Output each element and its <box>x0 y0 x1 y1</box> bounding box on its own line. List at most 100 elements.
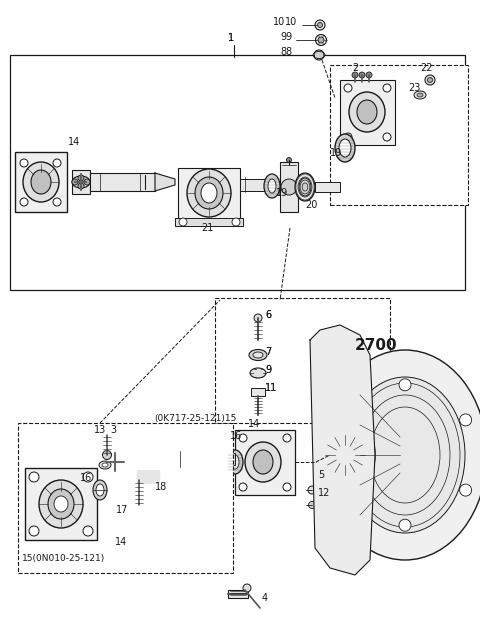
Bar <box>72 170 90 194</box>
Text: 13: 13 <box>94 425 106 435</box>
Circle shape <box>308 486 316 494</box>
Text: 14: 14 <box>115 537 127 547</box>
Ellipse shape <box>99 461 111 469</box>
Text: 9: 9 <box>285 32 291 42</box>
Bar <box>18 423 233 573</box>
Bar <box>10 55 465 290</box>
Text: 9: 9 <box>265 365 271 375</box>
Bar <box>178 168 240 223</box>
Ellipse shape <box>345 377 465 533</box>
Text: 2700: 2700 <box>355 337 397 353</box>
Ellipse shape <box>231 455 239 469</box>
Bar <box>125 443 173 453</box>
Bar <box>15 152 67 212</box>
Circle shape <box>105 459 111 465</box>
Text: 1: 1 <box>228 33 234 43</box>
Text: (0K717-25-121)15: (0K717-25-121)15 <box>154 413 236 422</box>
Text: 11: 11 <box>265 383 277 393</box>
Bar <box>170 453 235 465</box>
Bar <box>240 179 270 191</box>
Circle shape <box>119 459 125 465</box>
Circle shape <box>383 84 391 92</box>
Ellipse shape <box>299 178 311 196</box>
Text: 8: 8 <box>280 47 286 57</box>
Circle shape <box>103 450 111 459</box>
Text: 6: 6 <box>265 310 271 320</box>
Circle shape <box>239 434 247 442</box>
Ellipse shape <box>54 496 68 512</box>
Circle shape <box>309 502 315 509</box>
Text: 19: 19 <box>276 188 288 198</box>
Bar <box>215 298 390 423</box>
Circle shape <box>359 72 365 78</box>
Circle shape <box>428 77 432 82</box>
Circle shape <box>72 179 78 185</box>
Circle shape <box>287 157 291 162</box>
Text: 7: 7 <box>265 347 271 357</box>
Bar <box>280 162 298 212</box>
Circle shape <box>425 75 435 85</box>
Bar <box>235 430 295 495</box>
Text: 2: 2 <box>352 63 358 73</box>
Text: 6: 6 <box>265 310 271 320</box>
Circle shape <box>239 483 247 491</box>
Ellipse shape <box>96 484 104 496</box>
Ellipse shape <box>48 489 74 519</box>
Polygon shape <box>310 325 375 575</box>
Circle shape <box>399 379 411 391</box>
Bar <box>90 173 155 191</box>
Text: 21: 21 <box>201 223 214 233</box>
Ellipse shape <box>414 91 426 99</box>
Circle shape <box>78 183 84 189</box>
Circle shape <box>318 37 324 43</box>
Ellipse shape <box>227 450 243 474</box>
Ellipse shape <box>141 452 157 472</box>
Ellipse shape <box>417 93 423 97</box>
Circle shape <box>111 452 119 459</box>
Circle shape <box>283 434 291 442</box>
Circle shape <box>314 50 324 60</box>
Text: 3: 3 <box>110 425 116 435</box>
Circle shape <box>315 35 326 45</box>
Ellipse shape <box>253 352 263 358</box>
Circle shape <box>352 72 358 78</box>
Bar <box>125 468 173 478</box>
Ellipse shape <box>323 350 480 560</box>
Text: 18: 18 <box>155 482 167 492</box>
Text: 11: 11 <box>265 383 277 393</box>
Ellipse shape <box>201 183 217 203</box>
Text: 20: 20 <box>305 200 317 210</box>
Circle shape <box>366 72 372 78</box>
Text: 4: 4 <box>262 593 268 603</box>
Text: 17: 17 <box>116 505 128 515</box>
Text: 9: 9 <box>280 32 286 42</box>
Circle shape <box>29 526 39 536</box>
Text: 8: 8 <box>285 47 291 57</box>
Circle shape <box>254 314 262 322</box>
Ellipse shape <box>23 162 59 202</box>
Ellipse shape <box>245 442 281 482</box>
Ellipse shape <box>295 173 315 201</box>
Bar <box>251 388 265 396</box>
Text: 12: 12 <box>318 488 330 498</box>
Text: 15(0N010-25-121): 15(0N010-25-121) <box>22 553 105 562</box>
Text: 16: 16 <box>80 473 92 483</box>
Circle shape <box>53 159 61 167</box>
Ellipse shape <box>349 92 385 132</box>
Bar <box>330 65 468 205</box>
Circle shape <box>135 501 143 509</box>
Ellipse shape <box>136 469 160 485</box>
Text: 14: 14 <box>68 137 80 147</box>
Ellipse shape <box>339 139 351 157</box>
Text: 23: 23 <box>408 83 420 93</box>
Circle shape <box>317 22 323 27</box>
Bar <box>25 468 97 540</box>
Circle shape <box>20 198 28 206</box>
Circle shape <box>53 198 61 206</box>
Circle shape <box>111 465 119 472</box>
Ellipse shape <box>195 177 223 209</box>
Ellipse shape <box>253 450 273 474</box>
Circle shape <box>281 179 297 195</box>
Ellipse shape <box>249 350 267 360</box>
Circle shape <box>315 20 325 30</box>
